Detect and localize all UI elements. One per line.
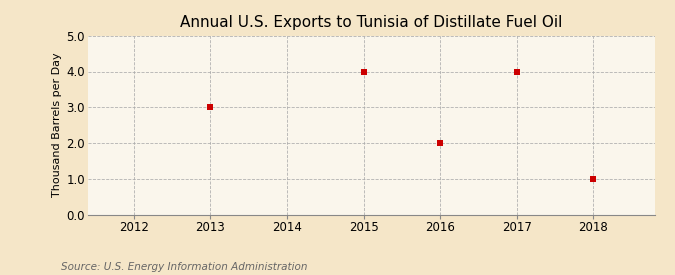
Y-axis label: Thousand Barrels per Day: Thousand Barrels per Day	[52, 53, 62, 197]
Text: Source: U.S. Energy Information Administration: Source: U.S. Energy Information Administ…	[61, 262, 307, 272]
Title: Annual U.S. Exports to Tunisia of Distillate Fuel Oil: Annual U.S. Exports to Tunisia of Distil…	[180, 15, 562, 31]
